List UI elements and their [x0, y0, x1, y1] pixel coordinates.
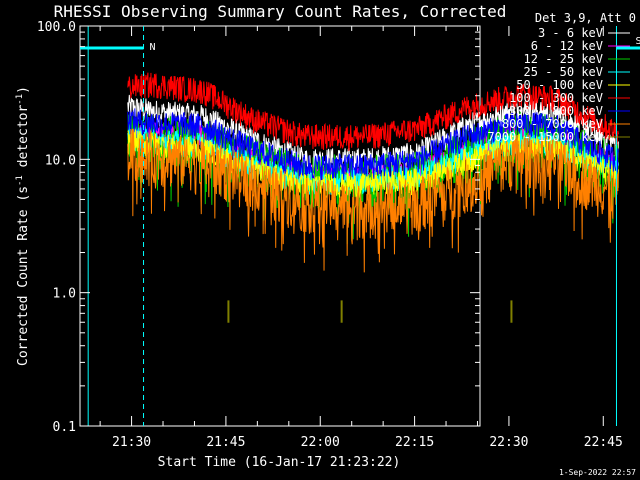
legend-header: Det 3,9, Att 0 [535, 11, 636, 25]
legend-entry-label: 800 - 7000 keV [502, 117, 603, 131]
annotation-layer: NS [80, 26, 640, 426]
y-axis-label: Corrected Count Rate (s-1 detector-1) [15, 86, 31, 366]
y-axis-label-sup1: -1 [15, 175, 25, 186]
y-axis-label-post: ) [16, 86, 31, 94]
plot-frame [79, 25, 481, 427]
legend-entry-label: 25 - 50 keV [524, 65, 603, 79]
legend-entry-label: 12 - 25 keV [524, 52, 603, 66]
x-tick-label: 22:00 [301, 435, 340, 450]
chart-title: RHESSI Observing Summary Count Rates, Co… [54, 2, 507, 21]
legend-entry-label: 100 - 300 keV [509, 91, 603, 105]
legend-entry-label: 3 - 6 keV [538, 26, 603, 40]
tick-layer: 100.0 10.0 1.0 0.1 21:30 21:45 22:00 22:15 22:30… [37, 20, 623, 450]
series-4-line [127, 129, 619, 200]
y-axis-label-mid: detector [16, 105, 31, 176]
series-layer [127, 72, 619, 323]
legend-entry-label: 300 - 800 keV [509, 104, 603, 118]
y-axis-label-sup2: -1 [15, 94, 25, 105]
series-7-line [127, 128, 619, 273]
x-tick-label: 22:30 [489, 435, 528, 450]
footer-timestamp: 1-Sep-2022 22:57 [559, 468, 636, 477]
x-tick-label: 22:45 [584, 435, 623, 450]
x-tick-label: 22:15 [395, 435, 434, 450]
y-tick-label: 1.0 [53, 287, 76, 302]
series-6-line [127, 108, 619, 181]
night-label: N [150, 42, 156, 53]
y-tick-label: 0.1 [53, 420, 76, 435]
y-tick-label: 10.0 [45, 153, 76, 168]
saa-label: S [636, 36, 640, 47]
legend-entry-label: 7000 - 15000 keV [487, 130, 603, 144]
y-axis-label-pre: Corrected Count Rate (s [16, 186, 31, 366]
plot-area: NS 100.010.01.00.121:30 21:45 22:00 22:15 22… [37, 20, 640, 450]
legend-entry-label: 6 - 12 keV [531, 39, 603, 53]
x-axis-label: Start Time (16-Jan-17 21:23:22) [158, 455, 401, 470]
x-tick-label: 21:30 [112, 435, 151, 450]
legend-entry-label: 50 - 100 keV [516, 78, 603, 92]
x-tick-label: 21:45 [206, 435, 245, 450]
series-5-line [127, 72, 619, 152]
y-tick-label: 100.0 [37, 20, 76, 35]
